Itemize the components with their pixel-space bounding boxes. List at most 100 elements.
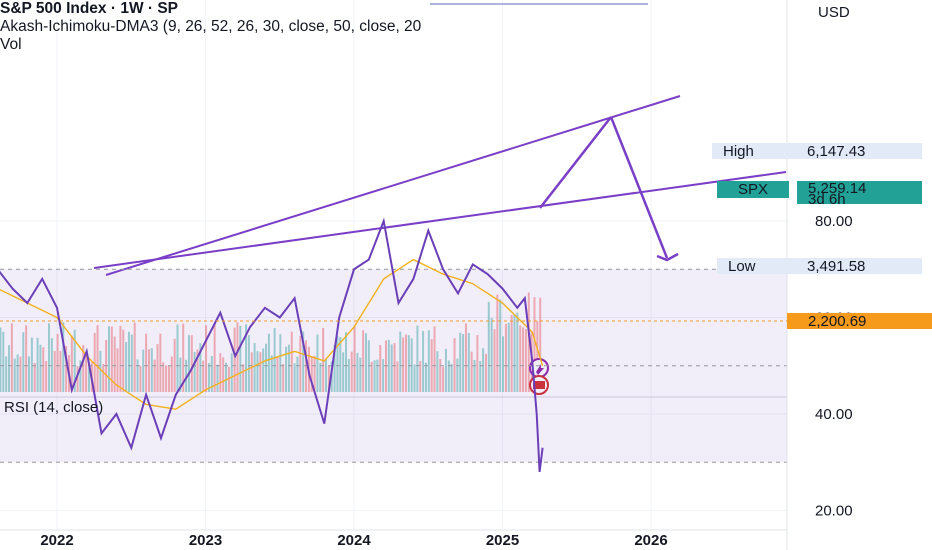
volume-bar xyxy=(442,366,445,392)
volume-bar xyxy=(410,338,413,392)
volume-bar xyxy=(522,327,525,392)
volume-bar xyxy=(499,299,502,392)
volume-bar xyxy=(2,331,5,392)
time-tick: 2025 xyxy=(486,532,519,549)
axis-unit: USD xyxy=(818,4,850,21)
volume-bar xyxy=(82,345,85,392)
volume-bar xyxy=(373,360,376,392)
volume-bar xyxy=(439,358,442,392)
volume-bar xyxy=(450,363,453,392)
volume-bar xyxy=(402,337,405,392)
upper-trendline xyxy=(105,95,681,276)
volume-bar xyxy=(279,334,282,392)
rsi-tick: 80.00 xyxy=(815,213,853,230)
indicator-label: Akash-Ichimoku-DMA3 (9, 26, 52, 26, 30, … xyxy=(0,18,422,35)
volume-bar xyxy=(222,357,225,392)
volume-bar xyxy=(162,362,165,392)
volume-bar xyxy=(19,356,22,392)
rsi-tick: 20.00 xyxy=(815,503,853,520)
volume-bar xyxy=(173,338,176,392)
volume-bar xyxy=(147,349,150,392)
rsi-ma-line xyxy=(0,258,544,410)
volume-bar xyxy=(507,322,510,392)
volume-bar xyxy=(8,345,11,392)
volume-bar xyxy=(227,366,230,392)
volume-bar xyxy=(110,326,113,392)
high-value: 6,147.43 xyxy=(807,143,865,160)
volume-bar xyxy=(216,364,219,392)
volume-bar xyxy=(345,332,348,392)
volume-bar xyxy=(350,351,353,392)
volume-bar xyxy=(179,357,182,392)
volume-bar xyxy=(310,356,313,392)
volume-bar xyxy=(470,351,473,392)
volume-bar xyxy=(62,322,65,392)
volume-bar xyxy=(139,366,142,392)
lower-trendline xyxy=(93,171,787,269)
volume-bar xyxy=(524,329,527,392)
volume-bar xyxy=(336,335,339,392)
volume-bar xyxy=(85,353,88,392)
volume-bar xyxy=(22,332,25,392)
volume-bar xyxy=(419,360,422,392)
volume-bar xyxy=(170,356,173,392)
volume-bar xyxy=(539,297,542,392)
volume-bar xyxy=(247,335,250,392)
volume-bar xyxy=(205,325,208,392)
volume-bar xyxy=(296,356,299,392)
volume-bar xyxy=(482,348,485,392)
volume-bar xyxy=(156,344,159,392)
volume-bar xyxy=(447,360,450,392)
spx-symbol: SPX xyxy=(738,181,768,198)
volume-bar xyxy=(325,358,328,392)
volume-label: Vol xyxy=(0,36,22,53)
volume-bar xyxy=(239,325,242,392)
volume-bar xyxy=(290,331,293,392)
volume-bar xyxy=(444,348,447,392)
low-label: Low xyxy=(728,258,756,275)
volume-bar xyxy=(56,333,59,392)
volume-bar xyxy=(39,344,42,392)
volume-bar xyxy=(364,333,367,392)
low-value: 3,491.58 xyxy=(807,258,865,275)
volume-bar xyxy=(342,352,345,392)
volume-bar xyxy=(119,325,122,392)
volume-bar xyxy=(99,350,102,392)
price-axis-bg xyxy=(787,0,932,550)
volume-bar xyxy=(427,330,430,392)
volume-bar xyxy=(93,332,96,392)
volume-bar xyxy=(347,359,350,392)
low-tag xyxy=(717,258,922,274)
volume-bar xyxy=(493,329,496,392)
high-label: High xyxy=(723,143,754,160)
volume-bar xyxy=(464,323,467,392)
projection-arrow xyxy=(656,252,679,262)
volume-bar xyxy=(356,352,359,392)
volume-bar xyxy=(282,363,285,392)
volume-bar xyxy=(353,325,356,392)
projection-down xyxy=(609,116,669,259)
volume-bar xyxy=(276,356,279,392)
volume-bar xyxy=(176,324,179,392)
fib-levels: 2.6181.61810.7860.6180.50.3820.2360 xyxy=(430,3,648,5)
volume-bar xyxy=(519,325,522,392)
volume-bar xyxy=(70,335,73,392)
volume-bar xyxy=(502,336,505,392)
volume-bar xyxy=(10,323,13,392)
volume-bar xyxy=(230,353,233,392)
volume-bar xyxy=(48,323,51,392)
volume-bar xyxy=(476,335,479,392)
volume-bar xyxy=(287,344,290,392)
volume-bar xyxy=(370,361,373,392)
volume-bar xyxy=(416,325,419,392)
volume-bar xyxy=(299,335,302,392)
volume-bar xyxy=(302,331,305,392)
volume-bar xyxy=(45,361,48,392)
volume-bar xyxy=(382,359,385,392)
volume-bar xyxy=(5,356,8,392)
chart-header: S&P 500 Index · 1W · SP Akash-Ichimoku-D… xyxy=(0,0,421,54)
volume-bar xyxy=(487,301,490,392)
volume-bar xyxy=(199,343,202,392)
